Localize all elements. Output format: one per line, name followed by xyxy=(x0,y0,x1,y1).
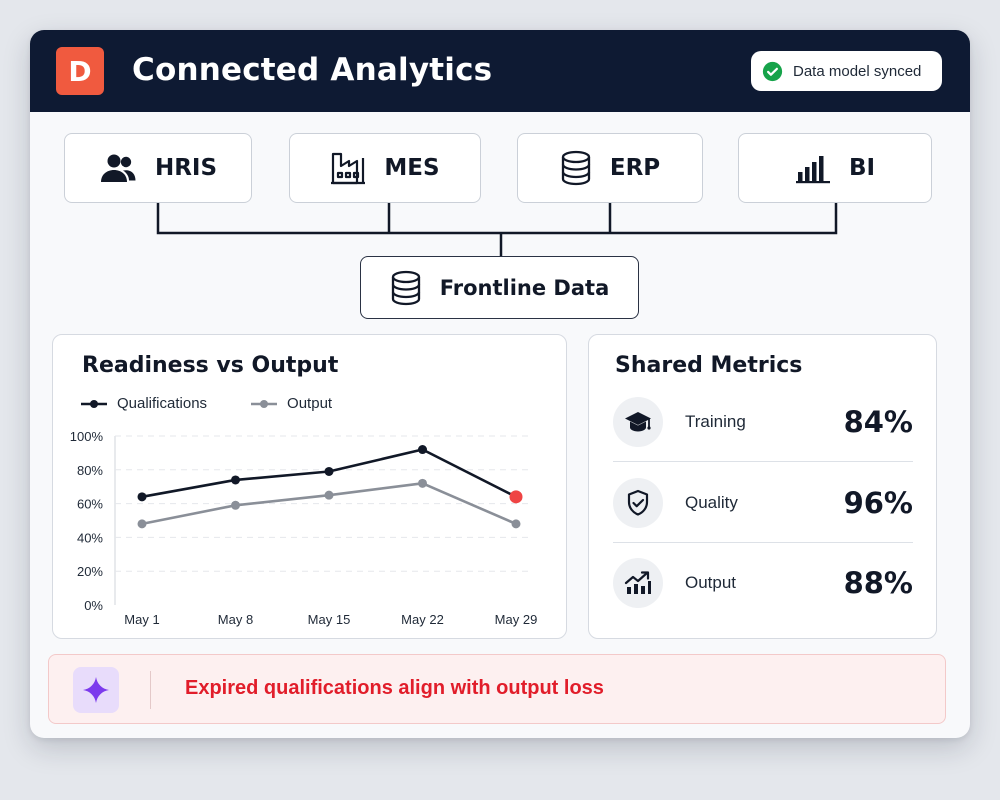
y-tick-label: 0% xyxy=(84,598,103,613)
insight-icon-tile xyxy=(73,667,119,713)
data-point-qualifications xyxy=(324,466,334,476)
metric-row-quality[interactable]: Quality 96% xyxy=(613,463,913,543)
x-tick-label: May 22 xyxy=(401,612,444,627)
highlight-point xyxy=(509,490,523,504)
source-bi[interactable]: BI xyxy=(738,133,932,203)
metric-divider xyxy=(613,461,913,462)
metric-label-quality: Quality xyxy=(685,493,738,512)
metric-label-output: Output xyxy=(685,573,737,592)
legend-label-output: Output xyxy=(287,395,333,412)
metric-value-quality: 96% xyxy=(843,486,913,520)
legend-swatch-output xyxy=(251,399,278,408)
y-tick-label: 100% xyxy=(70,429,104,444)
app-window: D Connected Analytics Data model synced … xyxy=(30,30,970,738)
source-erp[interactable]: ERP xyxy=(517,133,703,203)
sync-status-badge[interactable]: Data model synced xyxy=(751,51,942,91)
y-tick-label: 20% xyxy=(77,564,103,579)
metric-icon-bg xyxy=(613,478,663,528)
data-point-output xyxy=(231,500,240,510)
legend-label-qualifications: Qualifications xyxy=(117,395,208,412)
metric-row-output[interactable]: Output 88% xyxy=(613,543,913,623)
chart-title: Readiness vs Output xyxy=(82,353,339,378)
trend-up-icon xyxy=(624,571,651,594)
check-circle-icon xyxy=(762,61,783,81)
data-point-output xyxy=(511,519,521,529)
x-tick-label: May 8 xyxy=(218,612,253,627)
source-hris-label: HRIS xyxy=(154,155,218,181)
source-mes[interactable]: MES xyxy=(289,133,481,203)
source-hris[interactable]: HRIS xyxy=(64,133,252,203)
insight-banner[interactable]: Expired qualifications align with output… xyxy=(48,654,946,724)
metric-value-output: 88% xyxy=(843,566,913,600)
app-header: D Connected Analytics Data model synced xyxy=(30,30,970,112)
data-point-qualifications xyxy=(137,492,147,502)
source-bi-label: BI xyxy=(848,155,876,181)
y-tick-label: 80% xyxy=(77,463,103,478)
people-icon xyxy=(100,154,136,182)
sync-status-text: Data model synced xyxy=(793,62,922,80)
data-point-output xyxy=(137,519,147,529)
line-chart: 0% 20% 40% 60% 80% 100% May 1 May 8 May 15 May 22… xyxy=(70,429,538,627)
metric-divider xyxy=(613,542,913,543)
readiness-chart-card: Readiness vs Output Qualifications Outpu… xyxy=(52,334,567,639)
legend-item-output[interactable]: Output xyxy=(251,395,332,412)
database-icon xyxy=(391,270,420,305)
y-tick-label: 60% xyxy=(77,497,103,512)
sparkle-icon xyxy=(83,677,109,703)
data-point-qualifications xyxy=(418,445,427,455)
app-logo[interactable]: D xyxy=(56,47,104,95)
frontline-data-hub[interactable]: Frontline Data xyxy=(360,256,639,319)
y-tick-label: 40% xyxy=(77,530,103,545)
data-point-qualifications xyxy=(231,475,240,485)
data-point-output xyxy=(324,490,334,500)
insight-divider xyxy=(150,671,151,709)
graduation-cap-icon xyxy=(625,412,651,432)
legend-swatch-qualifications xyxy=(81,399,107,408)
app-title: Connected Analytics xyxy=(132,52,493,88)
database-icon xyxy=(561,150,591,186)
shield-check-icon xyxy=(627,489,649,516)
source-mes-label: MES xyxy=(384,155,440,181)
metric-value-training: 84% xyxy=(843,405,913,439)
data-point-output xyxy=(418,478,427,488)
metric-label-training: Training xyxy=(685,412,746,431)
metric-icon-bg xyxy=(613,558,663,608)
shared-metrics-card: Shared Metrics Training 84% Qu xyxy=(588,334,937,639)
metric-icon-bg xyxy=(613,397,663,447)
x-tick-label: May 1 xyxy=(124,612,159,627)
x-tick-label: May 15 xyxy=(308,612,351,627)
x-tick-label: May 29 xyxy=(495,612,538,627)
metric-row-training[interactable]: Training 84% xyxy=(613,382,913,462)
bar-chart-icon xyxy=(795,156,830,184)
metrics-title: Shared Metrics xyxy=(615,353,803,378)
factory-icon xyxy=(331,152,366,185)
source-erp-label: ERP xyxy=(609,155,661,181)
hub-label: Frontline Data xyxy=(439,275,610,300)
chart-legend: Qualifications Output xyxy=(81,395,332,412)
legend-item-qualifications[interactable]: Qualifications xyxy=(81,395,207,412)
insight-text: Expired qualifications align with output… xyxy=(185,677,604,699)
